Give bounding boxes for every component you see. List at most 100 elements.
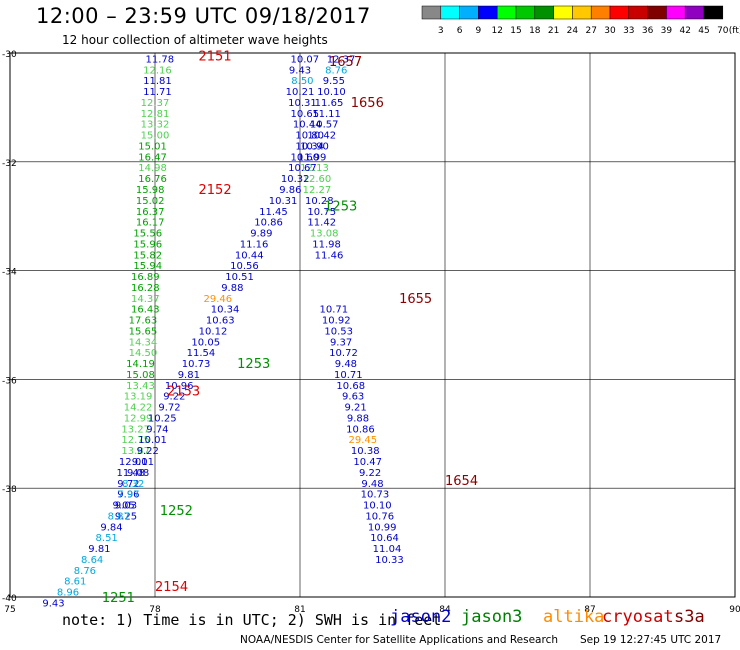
pass-time-label: 1657 (329, 55, 362, 70)
wave-height-value: 13.08 (310, 229, 339, 240)
wave-height-value: 13.19 (124, 392, 153, 403)
wave-height-value: 10.25 (148, 413, 177, 424)
y-tick-label: -32 (2, 159, 17, 169)
wave-height-value: 16.76 (138, 174, 167, 185)
x-tick-label: 84 (439, 605, 451, 615)
satellite-legend-jason2: jason2 (390, 607, 452, 627)
wave-height-value: 9.22 (359, 468, 381, 479)
scale-label: 3 (438, 26, 444, 36)
wave-height-value: 12.75 (121, 435, 150, 446)
generated-timestamp: Sep 19 12:27:45 UTC 2017 (580, 634, 722, 646)
scale-label: 21 (548, 26, 559, 36)
wave-height-value: 29.46 (204, 294, 233, 305)
wave-height-value: 12.13 (300, 163, 329, 174)
satellite-legend-cryosat: cryosat (602, 607, 674, 627)
scale-swatch (421, 5, 442, 20)
scale-swatch (590, 5, 611, 20)
scale-label: 12 (491, 26, 502, 36)
scale-swatch (459, 5, 479, 20)
wave-height-value: 10.38 (351, 446, 380, 457)
wave-height-value: 9.88 (221, 283, 243, 294)
wave-height-value: 10.73 (361, 490, 390, 501)
wave-height-value: 9.63 (342, 392, 364, 403)
scale-swatch (666, 5, 686, 20)
wave-height-value: 13.87 (121, 446, 150, 457)
wave-height-value: 10.01 (138, 435, 167, 446)
wave-height-value: 10.92 (322, 316, 351, 327)
wave-height-value: 10.71 (334, 370, 363, 381)
time-labels: 2151 2152 2153 2154 1657 1656 1655 1654 1253 1253… (102, 50, 478, 606)
plot-border (9, 52, 736, 598)
wave-height-value: 9.96 (117, 490, 139, 501)
scale-label: 36 (642, 26, 654, 36)
wave-height-value: 9.43 (42, 598, 64, 609)
wave-height-value: 11.99 (298, 152, 327, 163)
wave-height-value: 9.74 (146, 424, 168, 435)
wave-height-value: 11.48 (117, 468, 146, 479)
wave-height-value: 14.22 (124, 403, 153, 414)
y-tick-label: -38 (2, 485, 17, 495)
wave-height-value: 14.37 (131, 294, 160, 305)
wave-height-value: 11.45 (259, 207, 288, 218)
pass-time-label: 1251 (102, 591, 135, 606)
wave-height-value: 16.37 (136, 207, 165, 218)
wave-height-value: 10.44 (293, 120, 322, 131)
wave-height-value: 13.27 (121, 424, 150, 435)
pass-time-label: 2152 (199, 183, 232, 198)
wave-height-value: 10.68 (336, 381, 365, 392)
wave-height-value: 15.98 (136, 185, 165, 196)
wave-height-value: 10.63 (206, 316, 235, 327)
wave-height-value: 11.78 (146, 54, 175, 65)
wave-height-value: 15.00 (141, 131, 170, 142)
wave-height-value: 16.28 (131, 283, 160, 294)
wave-height-value: 11.81 (143, 76, 172, 87)
wave-height-value: 9.22 (137, 446, 159, 457)
wave-height-value: 10.73 (182, 359, 211, 370)
wave-height-value: 10.44 (235, 250, 264, 261)
wave-height-value: 8.61 (64, 577, 86, 588)
pass-time-label: 1654 (445, 474, 478, 489)
wave-height-value: 10.12 (199, 326, 228, 337)
wave-height-value: 16.43 (131, 305, 160, 316)
scale-swatch (534, 5, 554, 20)
satellite-legend-jason3: jason3 (461, 607, 523, 627)
wave-height-value: 10.21 (286, 87, 315, 98)
wave-height-value: 7.97 (117, 490, 139, 501)
wave-height-value: 12.60 (303, 174, 332, 185)
scale-swatch (647, 5, 667, 20)
wave-height-value: 15.02 (136, 196, 165, 207)
scale-swatch (496, 5, 517, 20)
wave-height-value: 10.86 (346, 424, 375, 435)
wave-height-value: 9.86 (279, 185, 301, 196)
y-tick-label: -34 (2, 268, 17, 278)
wave-height-value: 11.11 (312, 109, 341, 120)
wave-height-value: 10.56 (230, 261, 259, 272)
credit-line: NOAA/NESDIS Center for Satellite Applica… (240, 634, 558, 646)
wave-height-value: 10.71 (320, 305, 349, 316)
scale-label: 70 (717, 26, 729, 36)
satellite-legend-altika: altika (543, 607, 605, 627)
wave-height-value: 11.04 (373, 544, 402, 555)
wave-height-value: 8.51 (96, 533, 118, 544)
wave-height-value: 9.25 (115, 511, 137, 522)
wave-height-value: 8.32 (122, 479, 144, 490)
map-grid (10, 53, 735, 597)
wave-height-value: 9.05 (112, 501, 134, 512)
pass-time-label: 1253 (237, 357, 270, 372)
wave-height-value: 10.75 (307, 207, 336, 218)
x-tick-label: 75 (4, 605, 15, 615)
wave-height-value: 12.16 (143, 65, 172, 76)
scale-label: 33 (623, 26, 634, 36)
scale-label: 39 (661, 26, 673, 36)
wave-height-value: 9.08 (127, 468, 149, 479)
wave-height-value: 12.00 (119, 457, 148, 468)
wave-height-value: 9.37 (330, 337, 352, 348)
scale-label: 15 (510, 26, 521, 36)
scale-label: 9 (476, 26, 482, 36)
wave-height-value: 15.96 (133, 239, 162, 250)
scale-label: 18 (529, 26, 541, 36)
wave-height-value: 13.43 (126, 381, 155, 392)
wave-height-value: 10.57 (310, 120, 339, 131)
scale-swatch (609, 5, 630, 20)
